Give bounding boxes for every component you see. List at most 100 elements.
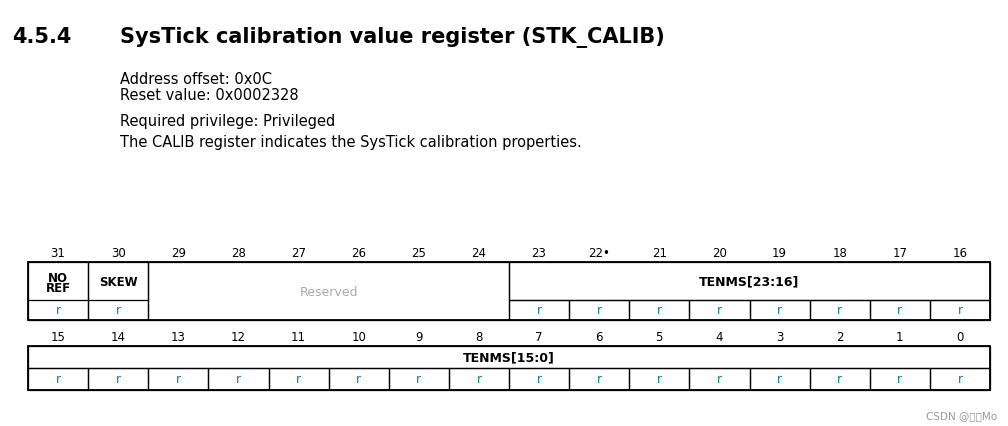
Bar: [449, 368, 509, 390]
Text: 23: 23: [531, 246, 546, 259]
Text: r: r: [477, 373, 482, 386]
Text: r: r: [536, 373, 541, 386]
Bar: [929, 368, 990, 390]
Text: 5: 5: [655, 330, 663, 343]
Bar: [809, 300, 870, 320]
Bar: [689, 368, 750, 390]
Text: r: r: [958, 373, 963, 386]
Text: 0: 0: [957, 330, 964, 343]
Text: r: r: [116, 373, 121, 386]
Text: 3: 3: [776, 330, 783, 343]
Text: CSDN @月明Mo: CSDN @月明Mo: [926, 410, 997, 420]
Text: r: r: [55, 373, 60, 386]
Text: 20: 20: [712, 246, 727, 259]
Bar: [750, 300, 809, 320]
Text: 16: 16: [953, 246, 968, 259]
Text: 14: 14: [111, 330, 126, 343]
Bar: [750, 368, 809, 390]
Text: 4: 4: [716, 330, 723, 343]
Text: 8: 8: [475, 330, 483, 343]
Text: r: r: [897, 373, 902, 386]
Bar: [148, 262, 509, 320]
Text: 28: 28: [231, 246, 246, 259]
Bar: [28, 346, 990, 390]
Text: 21: 21: [652, 246, 667, 259]
Text: 9: 9: [415, 330, 422, 343]
Text: r: r: [777, 373, 782, 386]
Bar: [148, 368, 209, 390]
Text: 12: 12: [231, 330, 246, 343]
Bar: [28, 262, 88, 320]
Bar: [88, 368, 148, 390]
Text: r: r: [777, 304, 782, 317]
Text: REF: REF: [45, 282, 71, 295]
Text: r: r: [116, 304, 121, 317]
Bar: [809, 368, 870, 390]
Bar: [88, 262, 148, 320]
Bar: [28, 262, 990, 320]
Text: 24: 24: [472, 246, 487, 259]
Bar: [389, 368, 449, 390]
Text: r: r: [416, 373, 421, 386]
Text: 30: 30: [111, 246, 126, 259]
Text: TENMS[15:0]: TENMS[15:0]: [463, 351, 555, 364]
Text: Reserved: Reserved: [299, 285, 358, 298]
Text: r: r: [657, 304, 662, 317]
Bar: [570, 368, 629, 390]
Text: r: r: [838, 373, 843, 386]
Text: r: r: [838, 304, 843, 317]
Text: The CALIB register indicates the SysTick calibration properties.: The CALIB register indicates the SysTick…: [120, 135, 582, 150]
Text: 11: 11: [291, 330, 306, 343]
Bar: [268, 368, 329, 390]
Text: r: r: [717, 304, 722, 317]
Text: r: r: [236, 373, 241, 386]
Text: r: r: [296, 373, 301, 386]
Bar: [570, 300, 629, 320]
Text: r: r: [55, 304, 60, 317]
Text: r: r: [597, 373, 602, 386]
Text: SKEW: SKEW: [99, 275, 137, 288]
Text: 10: 10: [351, 330, 366, 343]
Text: 2: 2: [836, 330, 844, 343]
Text: 7: 7: [535, 330, 543, 343]
Bar: [689, 300, 750, 320]
Text: 29: 29: [170, 246, 185, 259]
Text: 26: 26: [351, 246, 366, 259]
Bar: [28, 368, 88, 390]
Text: r: r: [657, 373, 662, 386]
Text: r: r: [175, 373, 180, 386]
Bar: [629, 368, 689, 390]
Text: 22•: 22•: [589, 246, 610, 259]
Bar: [509, 262, 990, 300]
Text: 15: 15: [50, 330, 66, 343]
Text: r: r: [897, 304, 902, 317]
Text: 4.5.4: 4.5.4: [12, 27, 72, 47]
Text: 13: 13: [171, 330, 185, 343]
Bar: [929, 300, 990, 320]
Text: r: r: [536, 304, 541, 317]
Bar: [870, 300, 929, 320]
Text: Required privilege: Privileged: Required privilege: Privileged: [120, 114, 336, 129]
Bar: [209, 368, 268, 390]
Text: Address offset: 0x0C: Address offset: 0x0C: [120, 72, 272, 87]
Text: 17: 17: [892, 246, 907, 259]
Bar: [329, 368, 389, 390]
Text: SysTick calibration value register (STK_CALIB): SysTick calibration value register (STK_…: [120, 27, 664, 48]
Bar: [28, 346, 990, 368]
Text: Reset value: 0x0002328: Reset value: 0x0002328: [120, 88, 298, 103]
Bar: [509, 300, 570, 320]
Text: r: r: [356, 373, 361, 386]
Text: NO: NO: [48, 271, 69, 284]
Bar: [509, 368, 570, 390]
Text: 31: 31: [50, 246, 66, 259]
Text: 27: 27: [291, 246, 306, 259]
Text: r: r: [717, 373, 722, 386]
Bar: [870, 368, 929, 390]
Text: r: r: [597, 304, 602, 317]
Text: TENMS[23:16]: TENMS[23:16]: [700, 275, 799, 288]
Text: 19: 19: [772, 246, 787, 259]
Text: 6: 6: [596, 330, 603, 343]
Text: 1: 1: [896, 330, 903, 343]
Text: 25: 25: [411, 246, 426, 259]
Bar: [629, 300, 689, 320]
